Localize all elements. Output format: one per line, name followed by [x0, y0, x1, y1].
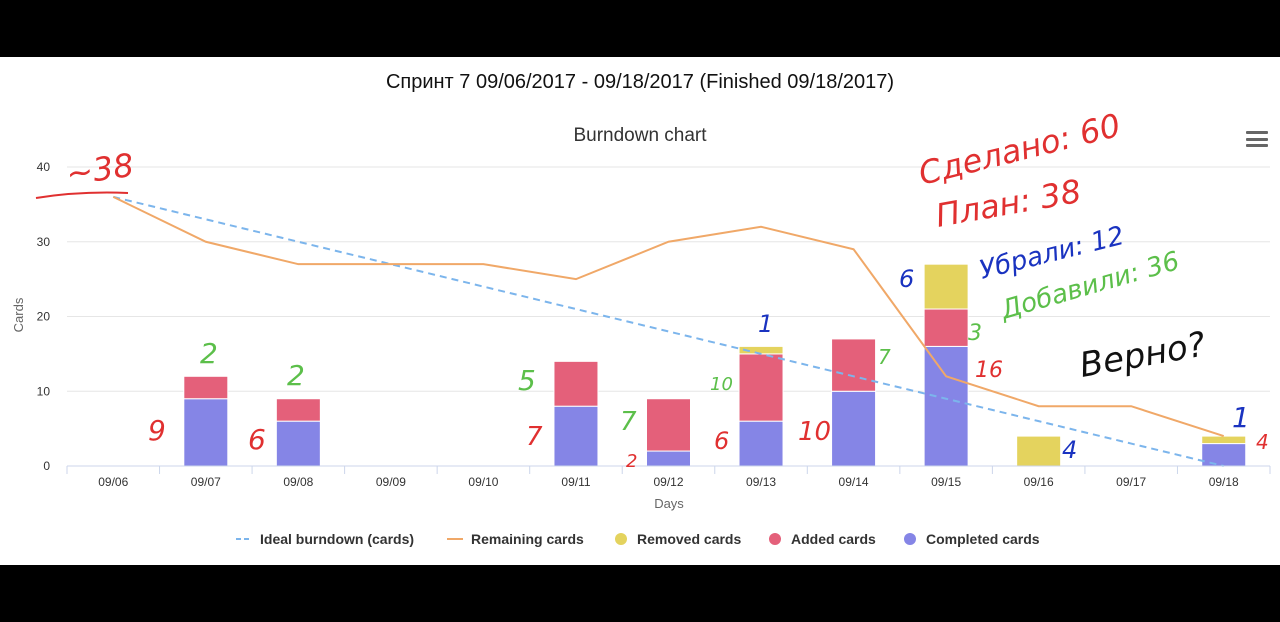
handwritten-annotation: 2: [287, 359, 305, 392]
x-axis-title: Days: [654, 496, 684, 511]
handwritten-annotation: 6: [714, 427, 729, 455]
bar-segment[interactable]: [1016, 435, 1062, 467]
x-tick-label: 09/16: [1024, 475, 1054, 489]
handwritten-annotation: 1: [758, 310, 773, 338]
handwritten-annotation: 7: [878, 345, 891, 369]
x-tick-label: 09/18: [1209, 475, 1239, 489]
handwritten-annotation: 2: [626, 451, 637, 472]
handwritten-annotation: 6: [899, 265, 914, 293]
y-tick-label: 30: [37, 235, 51, 249]
x-tick-label: 09/07: [191, 475, 221, 489]
legend-symbol: [615, 533, 627, 545]
bar-segment[interactable]: [646, 450, 691, 467]
handwritten-annotation: 4: [1062, 436, 1077, 464]
y-tick-label: 0: [43, 459, 50, 473]
x-tick-label: 09/09: [376, 475, 406, 489]
handwritten-annotation: 1: [1232, 401, 1250, 434]
handwritten-annotation: 16: [975, 358, 1003, 383]
handwritten-annotation: 10: [710, 374, 733, 395]
bar-segment[interactable]: [738, 353, 784, 422]
handwritten-annotation: ~38: [64, 146, 136, 193]
y-tick-label: 20: [37, 310, 51, 324]
x-tick-label: 09/13: [746, 475, 776, 489]
series-line[interactable]: [112, 196, 1225, 438]
burndown-chart: Burndown chart 0 10 20 30 40 09/06 09/07 09/08 0…: [11, 106, 1271, 547]
bar-segment[interactable]: [923, 308, 969, 347]
legend-item[interactable]: Ideal burndown (cards): [260, 531, 414, 547]
legend-item[interactable]: Added cards: [791, 531, 876, 547]
handwritten-annotation: Сделано: 60: [915, 106, 1124, 193]
bar-segment[interactable]: [183, 375, 229, 400]
y-axis-title: Cards: [11, 297, 26, 332]
x-tick-label: 09/10: [468, 475, 498, 489]
bar-segment[interactable]: [923, 345, 969, 467]
hamburger-menu-icon[interactable]: [1246, 131, 1268, 151]
chart-panel: Спринт 7 09/06/2017 - 09/18/2017 (Finish…: [0, 57, 1280, 565]
bar-segment[interactable]: [831, 390, 877, 467]
bar-segment[interactable]: [553, 405, 599, 467]
bar-segment[interactable]: [1201, 435, 1247, 445]
handwritten-annotation: 9: [148, 414, 166, 447]
handwritten-annotation: 7: [620, 407, 637, 437]
x-tick-label: 09/11: [561, 475, 590, 489]
bar-segment[interactable]: [646, 398, 691, 452]
handwritten-annotation: 3: [968, 321, 982, 346]
handwritten-annotation: 7: [526, 422, 543, 452]
bar-segment[interactable]: [275, 420, 321, 467]
bar-segment[interactable]: [1201, 443, 1247, 467]
y-tick-label: 10: [37, 384, 51, 398]
x-tick-label: 09/06: [98, 475, 128, 489]
legend-item[interactable]: Removed cards: [637, 531, 741, 547]
x-tick-label: 09/08: [283, 475, 313, 489]
x-tick-label: 09/12: [653, 475, 683, 489]
handwritten-annotation: 2: [200, 337, 218, 370]
series-line[interactable]: [113, 195, 1224, 467]
handwritten-annotation: 10: [798, 417, 831, 447]
handwritten-annotation: Верно?: [1077, 324, 1209, 385]
x-tick-label: 09/17: [1116, 475, 1146, 489]
legend-symbol: [904, 533, 916, 545]
bar-segment[interactable]: [553, 360, 599, 407]
bar-segment[interactable]: [923, 263, 969, 310]
y-tick-label: 40: [37, 160, 51, 174]
sprint-title: Спринт 7 09/06/2017 - 09/18/2017 (Finish…: [385, 71, 895, 93]
chart-title: Burndown chart: [573, 125, 707, 146]
bar-segment[interactable]: [183, 398, 229, 467]
legend-symbol: [769, 533, 781, 545]
annotation-underline: [35, 191, 129, 199]
x-tick-label: 09/14: [839, 475, 869, 489]
bar-segment[interactable]: [738, 420, 784, 467]
handwritten-annotation: 4: [1256, 430, 1269, 454]
bar-segment[interactable]: [831, 338, 877, 392]
legend-item[interactable]: Completed cards: [926, 531, 1040, 547]
handwritten-annotation: 5: [518, 364, 536, 397]
x-tick-label: 09/15: [931, 475, 961, 489]
bar-segment[interactable]: [275, 398, 321, 422]
legend-item[interactable]: Remaining cards: [471, 531, 584, 547]
handwritten-annotation: 6: [248, 423, 266, 456]
